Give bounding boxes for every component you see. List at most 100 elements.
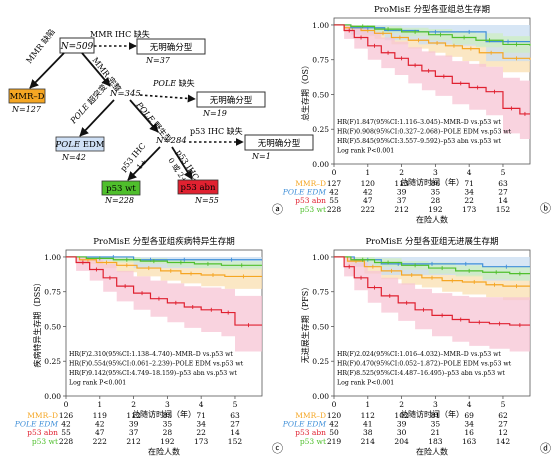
arrow-pole-wt: [129, 99, 159, 133]
stat-annotation-d-2: HR(F)8.525(95%CI:4.487–16.495)–p53 abn v…: [337, 370, 505, 377]
risk-value-c-mmr_d-5: 63: [230, 411, 240, 420]
risk-value-d-p53wt-2: 204: [394, 437, 409, 446]
risk-value-c-p53abn-4: 22: [196, 428, 206, 437]
risk-value-b-p53abn-0: 55: [329, 196, 339, 205]
y-tick-label-d-4: 1.00: [312, 253, 329, 262]
risk-value-c-mmr_d-2: 112: [126, 411, 141, 420]
ci-band-d-p53abn: [334, 257, 530, 352]
risk-value-b-mmr_d-1: 120: [361, 179, 376, 188]
risk-value-b-p53abn-5: 14: [498, 196, 508, 205]
risk-value-c-p53abn-0: 55: [61, 428, 71, 437]
risk-value-c-p53abn-5: 14: [230, 428, 240, 437]
ci-band-c-p53abn: [66, 257, 262, 352]
flowchart-panel: N=509 MMR IHC 缺失 无明确分型 N=37 MMR 缺陷 MMR–D…: [8, 27, 314, 216]
km-curve-c-p53abn: [66, 256, 262, 326]
km-panel-pfs: ProMisE 分型各亚组无进展生存期 0.00 0.25 0.50 0.75 1.00 0…: [282, 236, 551, 456]
risk-value-d-pole-0: 42: [329, 420, 339, 429]
risk-value-d-pole-5: 27: [498, 420, 508, 429]
unclassified-box-3: [244, 134, 314, 151]
x-axis-label-b: 总随访时间（年）: [400, 177, 464, 187]
x-axis-label-c: 总随访时间（年）: [132, 409, 196, 419]
count-n127: N=127: [11, 105, 42, 114]
panel-letter-b: ⓑ: [540, 202, 551, 215]
risk-row-label-b-pole: POLE EDM: [282, 188, 327, 197]
y-tick-label-c-3: 0.75: [44, 288, 61, 297]
risk-value-d-p53abn-5: 12: [498, 428, 508, 437]
y-axis-label-b: 总生存期（OS）: [300, 61, 310, 121]
unclassified-label-1: 无明确分型: [150, 42, 193, 53]
label-pole-missing: POLE 缺失: [152, 78, 195, 88]
y-tick-label-b-2: 0.50: [312, 90, 329, 99]
y-tick-label-b-4: 1.00: [312, 21, 329, 30]
risk-value-b-pole-1: 42: [363, 188, 373, 197]
stat-annotation-b-0: HR(F)1.847(95%CI:1.116–3.045)–MMR–D vs.p…: [337, 119, 501, 126]
risk-value-b-mmr_d-5: 63: [498, 179, 508, 188]
x-tick-label-c-0: 0: [64, 400, 69, 409]
risk-value-c-mmr_d-0: 126: [59, 411, 74, 420]
risk-row-label-d-pole: POLE EDM: [282, 420, 327, 429]
stat-annotation-b-2: HR(F)5.845(95%CI:3.557–9.592)–p53 abn vs…: [337, 138, 501, 145]
risk-row-label-d-p53wt: p53 wt: [300, 437, 326, 446]
x-tick-label-b-5: 5: [501, 168, 506, 177]
risk-table-title-d: 在险人数: [416, 446, 448, 456]
risk-value-b-p53abn-4: 22: [464, 196, 474, 205]
risk-value-d-p53abn-2: 30: [397, 428, 407, 437]
panel-letter-d: ⓓ: [540, 442, 551, 455]
x-tick-label-b-4: 4: [467, 168, 472, 177]
root-count: N=509: [60, 42, 94, 52]
risk-value-b-p53wt-3: 192: [428, 205, 443, 214]
x-tick-label-c-1: 1: [97, 400, 102, 409]
risk-value-d-p53abn-1: 38: [363, 428, 373, 437]
count-n19: N=19: [202, 109, 227, 118]
risk-value-d-p53wt-5: 142: [496, 437, 511, 446]
risk-value-c-p53abn-2: 37: [129, 428, 139, 437]
risk-value-d-mmr_d-1: 112: [361, 411, 376, 420]
label-mmr-loss: MMR 缺陷: [24, 27, 57, 65]
risk-row-label-b-p53wt: p53 wt: [300, 205, 326, 214]
panel-letter-a: ⓐ: [272, 203, 283, 216]
label-pole-mut: POLE 超突变: [67, 82, 108, 126]
risk-value-c-p53wt-5: 152: [228, 437, 243, 446]
km-curve-b-p53wt: [334, 24, 531, 46]
risk-value-d-pole-1: 41: [363, 420, 373, 429]
risk-table-title-b: 在险人数: [416, 214, 448, 224]
risk-row-label-b-mmr_d: MMR–D: [295, 179, 326, 188]
risk-value-c-p53wt-4: 173: [194, 437, 209, 446]
count-n345: N=345: [109, 89, 141, 99]
mmrd-box: [8, 88, 46, 104]
stat-annotation-c-3: Log rank P<0.001: [69, 380, 126, 387]
risk-value-d-mmr_d-0: 120: [327, 411, 342, 420]
unclassified-box-1: [136, 38, 206, 55]
risk-row-label-d-p53abn: p53 abn: [295, 428, 326, 437]
count-n284: N=284: [155, 136, 187, 146]
pole-edm-box: [55, 136, 105, 152]
stat-annotation-d-3: Log rank P<0.001: [337, 380, 394, 387]
arrow-pole-missing: [139, 94, 196, 103]
mmrd-box-label: MMR–D: [10, 92, 45, 102]
chart-title-b: ProMisE 分型各亚组总生存期: [374, 4, 490, 15]
risk-value-d-pole-3: 35: [431, 420, 441, 429]
risk-value-c-pole-0: 42: [61, 420, 71, 429]
risk-value-b-pole-5: 27: [498, 188, 508, 197]
x-axis-label-d: 总随访时间（年）: [400, 409, 464, 419]
p53abn-box: [177, 179, 219, 195]
y-tick-label-c-4: 1.00: [44, 253, 61, 262]
risk-value-c-pole-5: 27: [230, 420, 240, 429]
risk-value-b-mmr_d-2: 113: [394, 179, 409, 188]
stat-annotation-d-1: HR(F)0.470(95%CI:0.052–1.872)–POLE EDM v…: [337, 361, 512, 368]
risk-row-label-b-p53abn: p53 abn: [295, 196, 326, 205]
y-axis-label-c: 疾病特异生存期（DSS）: [32, 278, 42, 367]
pole-edm-box-label: POLE EDM: [55, 140, 105, 150]
count-n1: N=1: [251, 152, 271, 161]
x-tick-label-b-2: 2: [399, 168, 404, 177]
risk-value-d-p53abn-3: 21: [431, 428, 441, 437]
p53wt-box: [101, 180, 141, 196]
arrow-p53-abn: [171, 146, 193, 180]
y-tick-label-b-3: 0.75: [312, 56, 329, 65]
risk-value-d-pole-2: 39: [397, 420, 407, 429]
stat-annotation-b-3: Log rank P<0.001: [337, 148, 394, 155]
x-tick-label-d-1: 1: [365, 400, 370, 409]
y-tick-label-c-2: 0.50: [44, 322, 61, 331]
x-tick-label-b-1: 1: [365, 168, 370, 177]
